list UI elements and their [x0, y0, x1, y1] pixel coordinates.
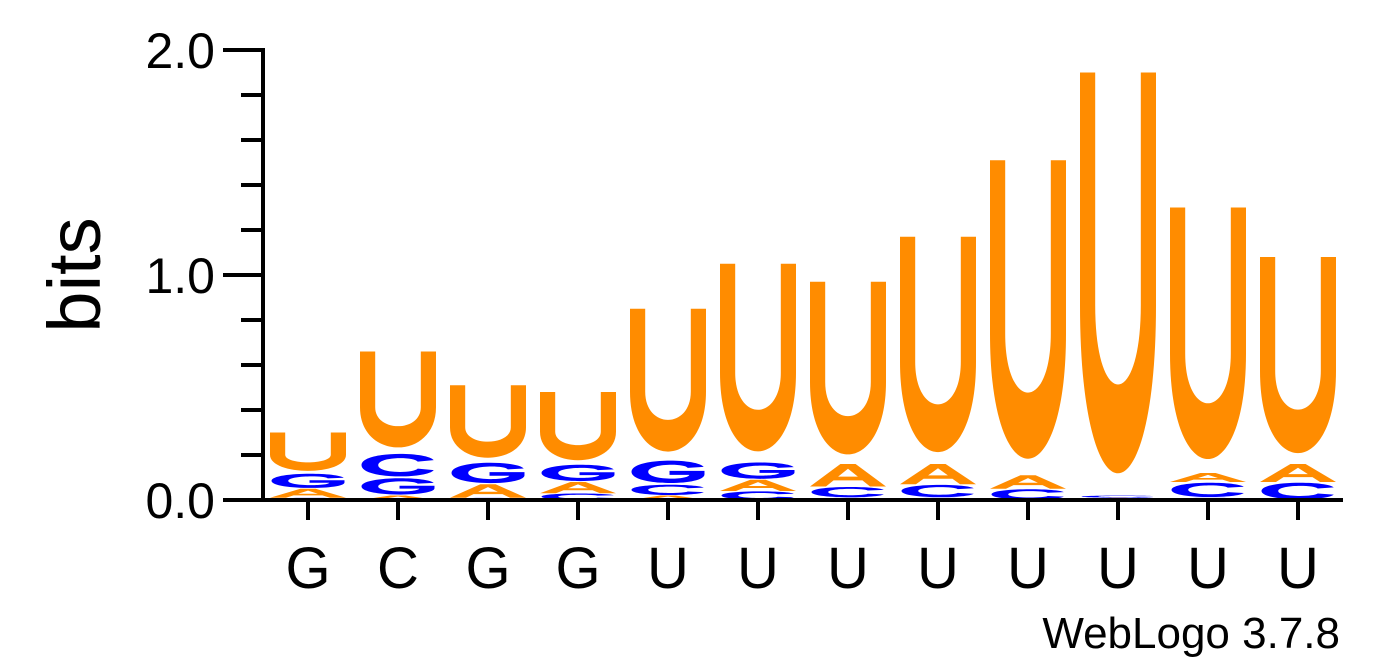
position-stack: [1260, 257, 1336, 500]
position-stack: [720, 263, 796, 500]
position-stack: [1170, 207, 1246, 500]
letter-g: [451, 462, 525, 484]
letter-c: [721, 491, 794, 500]
letter-g: [721, 462, 795, 479]
y-tick-label: 1.0: [145, 248, 215, 304]
letter-u: [810, 281, 886, 455]
position-label: U: [827, 536, 869, 601]
letter-u: [270, 432, 346, 471]
letter-g: [361, 478, 435, 495]
letter-a: [450, 484, 526, 498]
position-stack: [1080, 72, 1156, 500]
letter-a: [540, 482, 616, 494]
position-label: U: [647, 536, 689, 601]
letter-c: [991, 489, 1064, 500]
letter-u: [540, 392, 616, 461]
position-stack: [900, 236, 976, 500]
letter-u: [630, 308, 706, 452]
position-label: C: [377, 536, 419, 601]
letter-a: [270, 488, 346, 498]
position-stack: [450, 385, 526, 500]
letter-u: [1170, 207, 1246, 460]
letter-u: [1080, 72, 1156, 474]
letter-c: [631, 484, 704, 496]
position-stack: [630, 308, 706, 500]
y-axis-label: bits: [33, 217, 116, 332]
letter-u: [1260, 257, 1336, 454]
position-stack: [270, 432, 346, 500]
letter-a: [810, 464, 886, 487]
position-label: U: [1187, 536, 1229, 601]
letter-g: [541, 464, 615, 482]
letter-u: [900, 236, 976, 453]
position-label: U: [1277, 536, 1319, 601]
position-label: G: [555, 536, 600, 601]
position-stack: [990, 160, 1066, 500]
letter-a: [1260, 464, 1336, 482]
letter-c: [1261, 482, 1334, 500]
position-label: U: [737, 536, 779, 601]
letter-c: [361, 453, 434, 477]
letter-c: [811, 486, 884, 498]
letter-a: [720, 479, 796, 491]
letter-u: [720, 263, 796, 452]
position-label: U: [917, 536, 959, 601]
letter-c: [1081, 495, 1154, 498]
letter-c: [901, 484, 974, 498]
letter-stacks: [270, 72, 1336, 500]
position-stack: [360, 351, 436, 500]
y-tick-label: 2.0: [145, 23, 215, 79]
y-tick-label: 0.0: [145, 473, 215, 529]
letter-g: [271, 473, 345, 488]
position-stack: [810, 281, 886, 500]
weblogo-credit: WebLogo 3.7.8: [1042, 609, 1340, 658]
axes: 0.01.02.0G C G G U U U U U U U U: [145, 23, 1343, 601]
letter-a: [1170, 473, 1246, 482]
letter-a: [990, 475, 1066, 489]
letter-g: [631, 460, 705, 483]
position-label: G: [285, 536, 330, 601]
letter-a: [900, 464, 976, 485]
letter-u: [990, 160, 1066, 459]
position-label: U: [1097, 536, 1139, 601]
letter-c: [1171, 482, 1244, 498]
letter-u: [450, 385, 526, 458]
position-stack: [540, 392, 616, 500]
letter-u: [360, 351, 436, 448]
position-label: U: [1007, 536, 1049, 601]
position-label: G: [465, 536, 510, 601]
